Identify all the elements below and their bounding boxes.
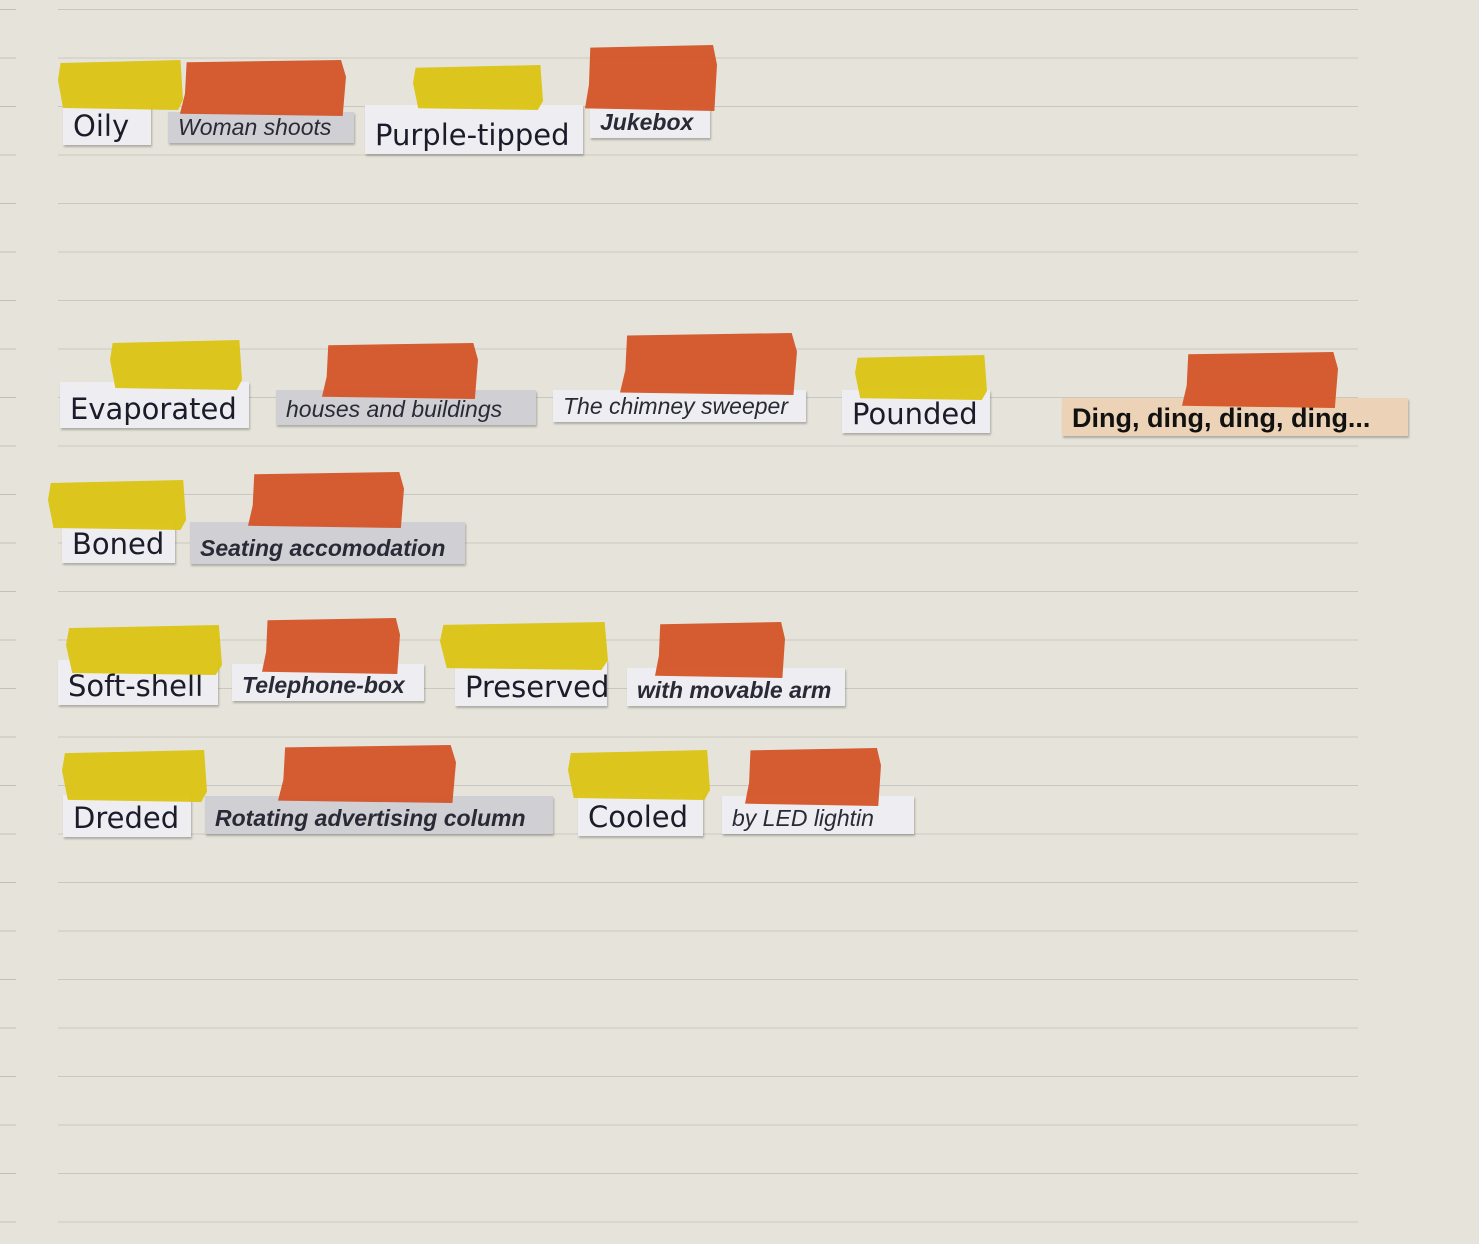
word-clipping: Oily [63,103,151,145]
yellow-tape [440,622,608,670]
orange-tape [278,745,456,803]
yellow-tape [62,750,207,802]
orange-tape [248,472,404,528]
word-clipping: Rotating advertising column [205,796,553,834]
orange-tape [262,618,400,674]
word-clipping: Woman shoots [168,112,354,143]
orange-tape [655,622,785,678]
word-clipping: Evaporated [60,382,249,428]
word-clipping: Purple-tipped [365,105,583,154]
word-clipping: Seating accomodation [190,522,465,564]
yellow-tape [58,60,183,110]
orange-tape [585,45,717,111]
orange-tape [745,748,881,806]
word-clipping: Jukebox [590,107,710,138]
yellow-tape [568,750,710,800]
yellow-tape [413,65,543,110]
word-clipping: Dreded [63,795,191,837]
yellow-tape [66,625,222,675]
orange-tape [180,60,346,116]
word-clipping: Cooled [578,793,703,836]
yellow-tape [110,340,242,390]
orange-tape [620,333,797,395]
yellow-tape [855,355,987,400]
word-clipping: The chimney sweeper [553,390,806,422]
ruled-lines [58,0,1358,1244]
margin-ticks [0,0,16,1244]
yellow-tape [48,480,186,530]
orange-tape [1182,352,1338,408]
orange-tape [322,343,478,399]
